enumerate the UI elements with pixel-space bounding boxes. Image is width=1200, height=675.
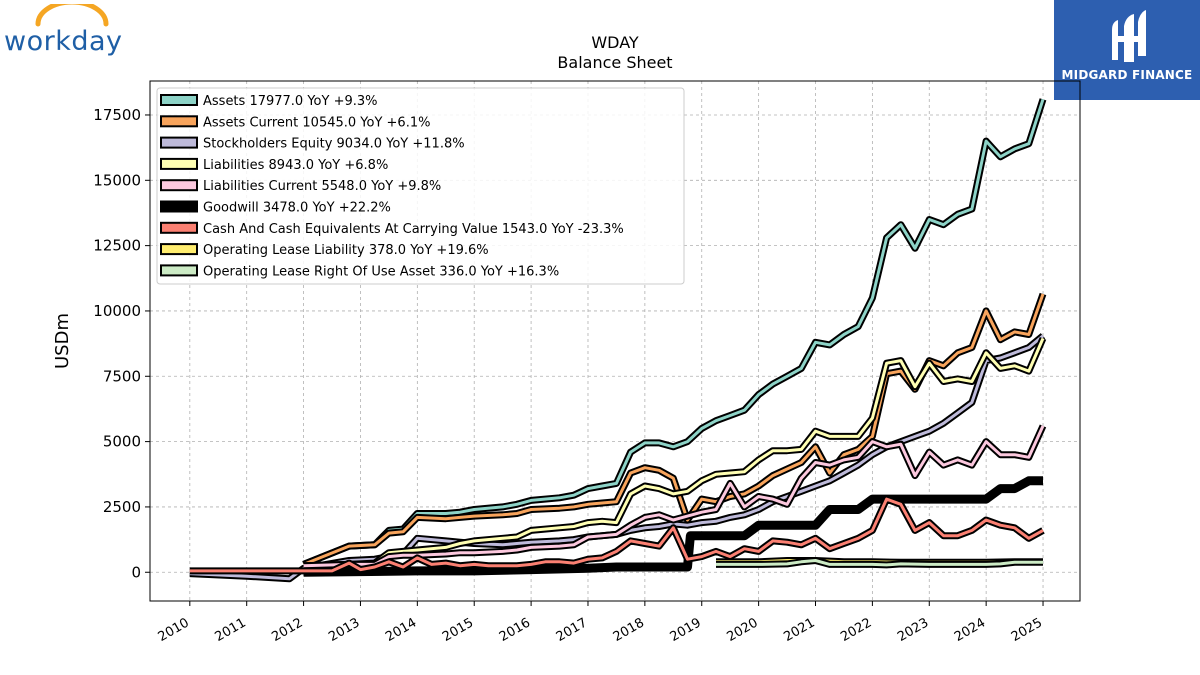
y-tick-label: 0 bbox=[131, 563, 141, 581]
legend-entry: Liabilities 8943.0 YoY +6.8% bbox=[203, 158, 388, 173]
legend-swatch bbox=[160, 157, 198, 170]
legend-swatch bbox=[160, 94, 198, 106]
x-tick-label: 2010 bbox=[156, 615, 192, 645]
series-line-assets-current bbox=[303, 293, 1045, 566]
midgard-mark-icon bbox=[1112, 10, 1146, 62]
x-tick-label: 2015 bbox=[440, 615, 476, 645]
y-tick-label: 10000 bbox=[93, 302, 141, 320]
y-tick-label: 5000 bbox=[103, 433, 141, 451]
legend-entry: Cash And Cash Equivalents At Carrying Va… bbox=[203, 222, 624, 237]
series-line-assets bbox=[303, 98, 1045, 566]
midgard-finance-logo: MIDGARD FINANCE bbox=[1054, 0, 1200, 100]
y-tick-label: 2500 bbox=[103, 498, 141, 516]
series-layer bbox=[189, 98, 1047, 583]
chart-subtitle: Balance Sheet bbox=[557, 53, 672, 72]
x-tick-label: 2020 bbox=[724, 615, 760, 645]
x-tick-label: 2018 bbox=[611, 615, 647, 645]
x-tick-label: 2021 bbox=[781, 615, 817, 645]
x-tick-label: 2022 bbox=[838, 615, 874, 645]
workday-logo-text: workday bbox=[4, 26, 123, 57]
x-tick-label: 2011 bbox=[213, 615, 249, 645]
x-tick-label: 2017 bbox=[554, 615, 590, 645]
legend-swatch bbox=[160, 179, 198, 192]
legend-entry: Goodwill 3478.0 YoY +22.2% bbox=[203, 201, 391, 216]
series-line-stockholders-equity bbox=[189, 334, 1044, 581]
series-line-liabilities-current bbox=[303, 425, 1045, 568]
legend-box bbox=[156, 87, 685, 285]
legend-swatch bbox=[160, 136, 198, 149]
series-line-liabilities bbox=[303, 337, 1045, 568]
x-tick-label: 2013 bbox=[326, 615, 362, 645]
y-axis-label: USDm bbox=[52, 313, 73, 369]
series-line-cash-and-cash-equivalents-at-carrying-value bbox=[189, 497, 1044, 573]
workday-logo: workday bbox=[4, 4, 134, 58]
x-tick-label: 2024 bbox=[952, 615, 988, 645]
legend-swatch bbox=[160, 115, 198, 128]
legend-entry: Assets Current 10545.0 YoY +6.1% bbox=[203, 115, 430, 130]
series-line-operating-lease-right-of-use-asset bbox=[716, 559, 1043, 567]
x-tick-label: 2025 bbox=[1009, 615, 1045, 645]
legend-entry: Stockholders Equity 9034.0 YoY +11.8% bbox=[203, 137, 465, 152]
legend-entry: Assets 17977.0 YoY +9.3% bbox=[203, 94, 378, 109]
y-tick-label: 15000 bbox=[93, 171, 141, 189]
legend-entry: Operating Lease Liability 378.0 YoY +19.… bbox=[203, 243, 489, 258]
workday-arc-icon bbox=[35, 4, 109, 27]
y-tick-label: 12500 bbox=[93, 237, 141, 255]
series-outline-stockholders-equity bbox=[189, 333, 1046, 583]
legend-swatch bbox=[160, 200, 198, 213]
legend-entry: Liabilities Current 5548.0 YoY +9.8% bbox=[203, 179, 441, 194]
plot-frame bbox=[149, 80, 1081, 602]
series-outline-goodwill bbox=[303, 476, 1043, 577]
x-tick-label: 2019 bbox=[668, 615, 704, 645]
y-tick-label: 7500 bbox=[103, 367, 141, 385]
legend-swatch bbox=[160, 243, 198, 256]
x-tick-label: 2014 bbox=[383, 615, 419, 645]
y-tick-label: 17500 bbox=[93, 106, 141, 124]
x-tick-label: 2023 bbox=[895, 615, 931, 645]
midgard-logo-text: MIDGARD FINANCE bbox=[1061, 68, 1193, 82]
legend-swatch bbox=[160, 221, 198, 234]
chart-title: WDAY bbox=[591, 33, 639, 52]
legend: Assets 17977.0 YoY +9.3% Assets Current 1… bbox=[156, 87, 685, 285]
x-tick-label: 2016 bbox=[497, 615, 533, 645]
x-tick-label: 2012 bbox=[269, 615, 305, 645]
legend-swatch bbox=[160, 264, 198, 277]
legend-entry: Operating Lease Right Of Use Asset 336.0… bbox=[203, 264, 559, 279]
